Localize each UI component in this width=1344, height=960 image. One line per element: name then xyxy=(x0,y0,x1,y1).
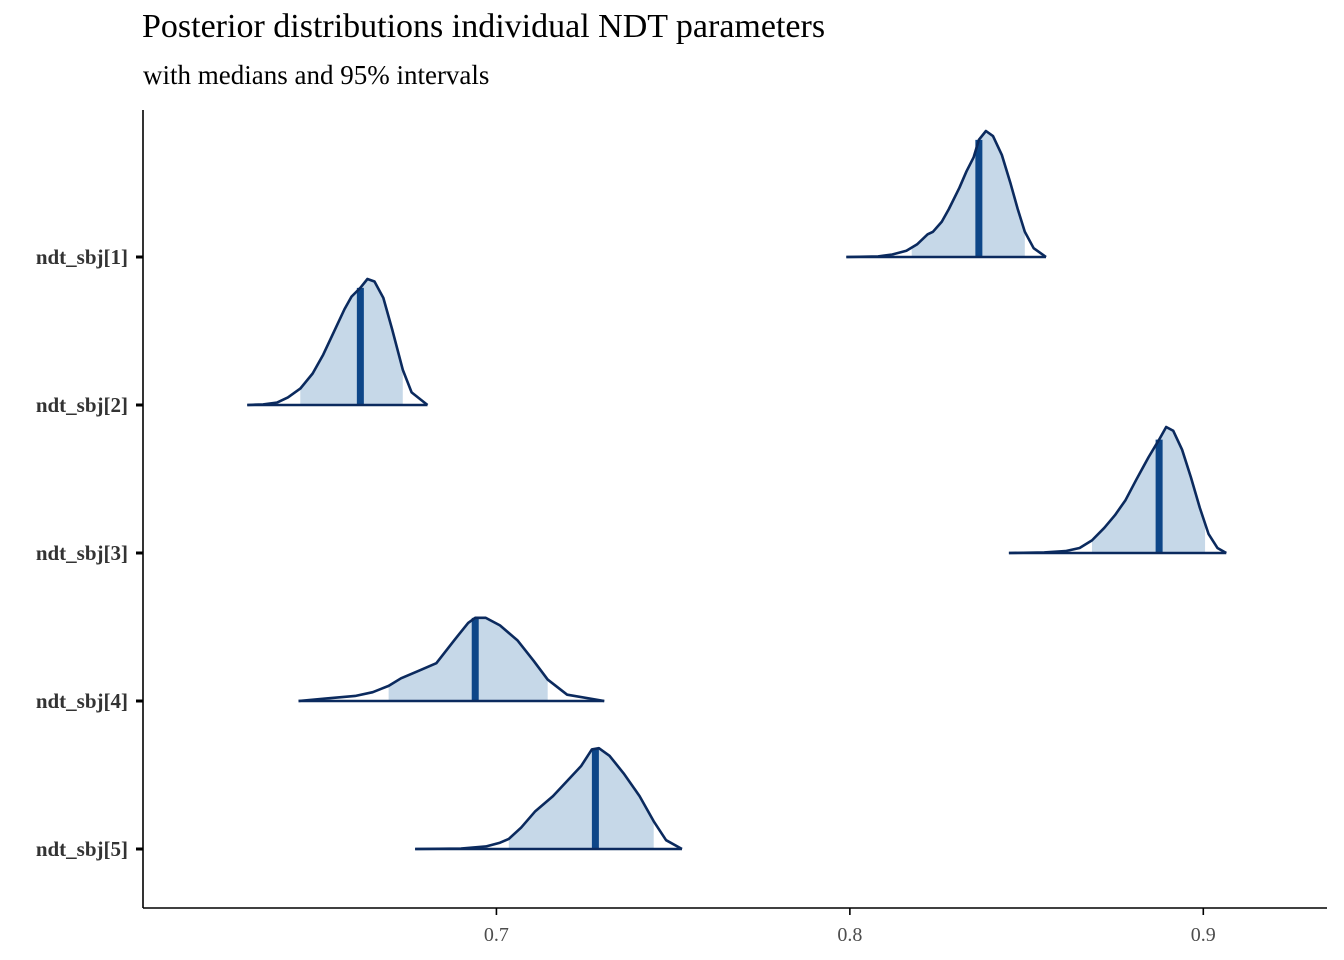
interval-area-ndt-sbj-1 xyxy=(911,131,1025,257)
y-tick-label-ndt-sbj-4: ndt_sbj[4] xyxy=(36,689,128,713)
density-outline-ndt-sbj-4 xyxy=(298,616,605,703)
x-tick-label-2: 0.9 xyxy=(1191,924,1216,946)
y-tick-label-ndt-sbj-3: ndt_sbj[3] xyxy=(36,541,128,565)
y-tick-label-ndt-sbj-5: ndt_sbj[5] xyxy=(36,837,128,861)
y-axis-ticks: ndt_sbj[1] ndt_sbj[2] ndt_sbj[3] ndt_sbj[4]… xyxy=(36,245,143,861)
y-tick-label-ndt-sbj-1: ndt_sbj[1] xyxy=(36,245,128,269)
x-tick-label-1: 0.8 xyxy=(837,924,862,946)
ridge-ndt-sbj-4 xyxy=(298,616,605,703)
x-axis-ticks: 0.7 0.8 0.9 xyxy=(484,908,1216,946)
ridge-ndt-sbj-3 xyxy=(1008,425,1227,555)
ridge-ndt-sbj-1 xyxy=(846,129,1047,259)
chart-subtitle: with medians and 95% intervals xyxy=(143,60,490,90)
density-outline-ndt-sbj-3 xyxy=(1008,425,1227,555)
interval-area-ndt-sbj-3 xyxy=(1091,427,1206,553)
density-layer xyxy=(247,129,1227,851)
interval-area-ndt-sbj-2 xyxy=(300,279,403,405)
density-outline-ndt-sbj-1 xyxy=(846,129,1047,259)
density-outline-ndt-sbj-2 xyxy=(247,277,429,407)
y-tick-label-ndt-sbj-2: ndt_sbj[2] xyxy=(36,393,128,417)
ridge-ndt-sbj-5 xyxy=(415,746,683,851)
density-outline-ndt-sbj-5 xyxy=(415,746,683,851)
interval-area-ndt-sbj-4 xyxy=(388,617,548,701)
ridge-ndt-sbj-2 xyxy=(247,277,429,407)
x-tick-label-0: 0.7 xyxy=(484,924,509,946)
chart-title: Posterior distributions individual NDT p… xyxy=(142,8,826,45)
interval-area-ndt-sbj-5 xyxy=(508,748,654,849)
